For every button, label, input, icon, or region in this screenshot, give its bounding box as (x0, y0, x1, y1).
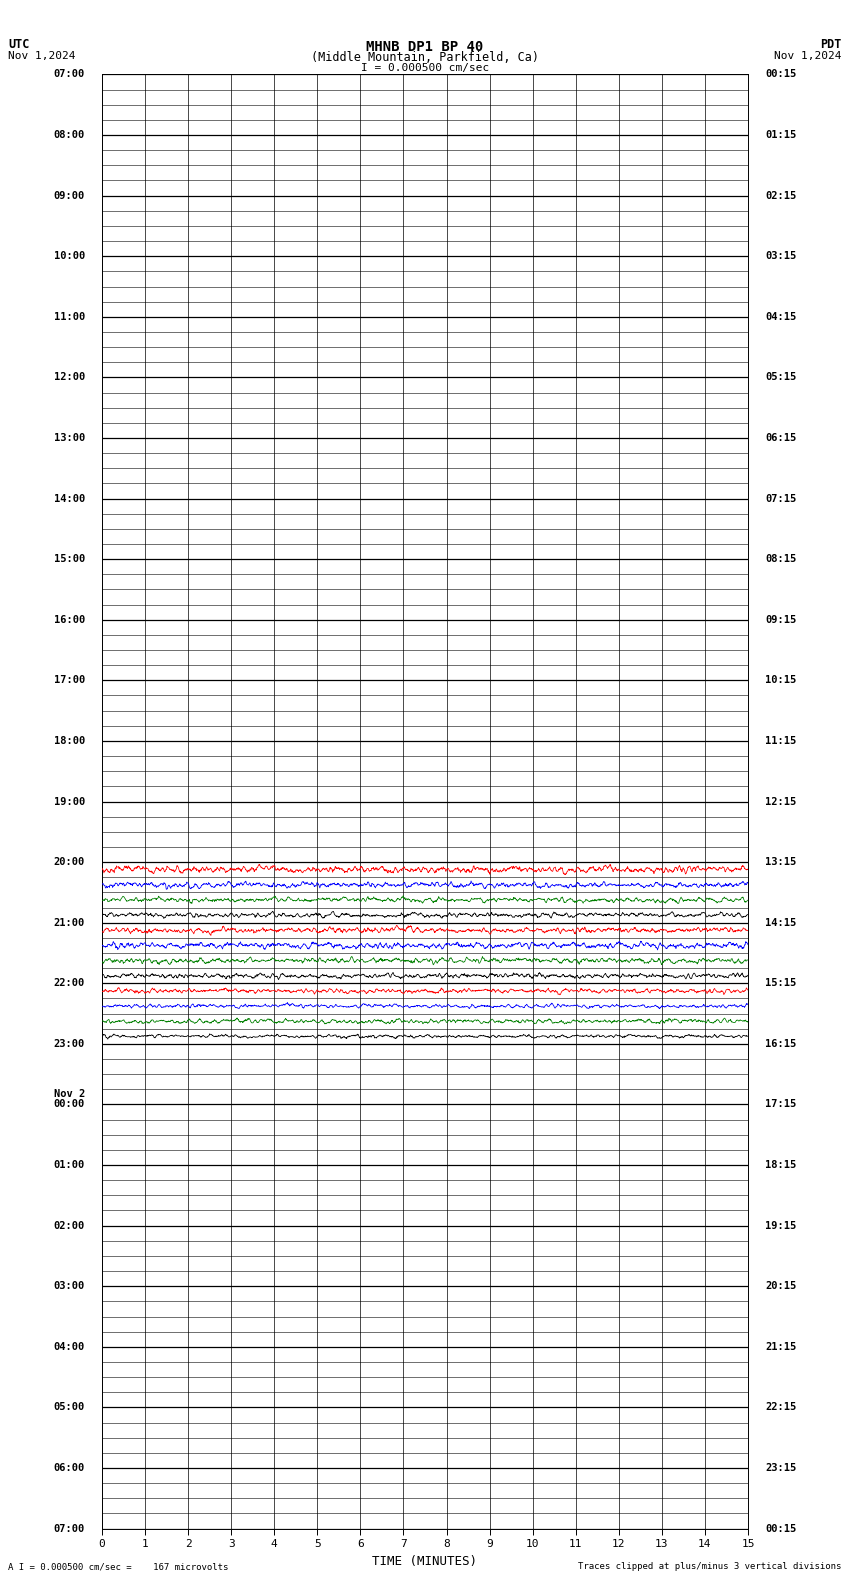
Text: 17:00: 17:00 (54, 675, 85, 686)
Text: 21:00: 21:00 (54, 917, 85, 928)
Text: 14:00: 14:00 (54, 494, 85, 504)
Text: 18:00: 18:00 (54, 737, 85, 746)
Text: Nov 1,2024: Nov 1,2024 (8, 51, 76, 60)
Text: MHNB DP1 BP 40: MHNB DP1 BP 40 (366, 40, 484, 54)
Text: 06:15: 06:15 (765, 432, 796, 444)
Text: 11:00: 11:00 (54, 312, 85, 322)
Text: 12:15: 12:15 (765, 797, 796, 806)
Text: 13:15: 13:15 (765, 857, 796, 866)
Text: 23:00: 23:00 (54, 1039, 85, 1049)
Text: 22:00: 22:00 (54, 979, 85, 988)
Text: 06:00: 06:00 (54, 1464, 85, 1473)
Text: 13:00: 13:00 (54, 432, 85, 444)
Text: 22:15: 22:15 (765, 1402, 796, 1413)
Text: Nov 1,2024: Nov 1,2024 (774, 51, 842, 60)
Text: 00:00: 00:00 (54, 1099, 85, 1109)
Text: PDT: PDT (820, 38, 842, 51)
Text: 18:15: 18:15 (765, 1159, 796, 1171)
Text: 21:15: 21:15 (765, 1342, 796, 1351)
Text: 19:00: 19:00 (54, 797, 85, 806)
Text: 09:15: 09:15 (765, 615, 796, 624)
Text: I = 0.000500 cm/sec: I = 0.000500 cm/sec (361, 63, 489, 73)
Text: 00:15: 00:15 (765, 1524, 796, 1533)
Text: 16:00: 16:00 (54, 615, 85, 624)
Text: 01:15: 01:15 (765, 130, 796, 139)
Text: 07:00: 07:00 (54, 70, 85, 79)
Text: 16:15: 16:15 (765, 1039, 796, 1049)
Text: 10:15: 10:15 (765, 675, 796, 686)
Text: 02:00: 02:00 (54, 1221, 85, 1231)
Text: 20:15: 20:15 (765, 1281, 796, 1291)
Text: 07:15: 07:15 (765, 494, 796, 504)
Text: 11:15: 11:15 (765, 737, 796, 746)
Text: 19:15: 19:15 (765, 1221, 796, 1231)
Text: 00:15: 00:15 (765, 70, 796, 79)
Text: 02:15: 02:15 (765, 190, 796, 201)
X-axis label: TIME (MINUTES): TIME (MINUTES) (372, 1554, 478, 1568)
Text: 23:15: 23:15 (765, 1464, 796, 1473)
Text: 04:15: 04:15 (765, 312, 796, 322)
Text: 03:15: 03:15 (765, 252, 796, 261)
Text: Traces clipped at plus/minus 3 vertical divisions: Traces clipped at plus/minus 3 vertical … (578, 1562, 842, 1571)
Text: 08:15: 08:15 (765, 554, 796, 564)
Text: 08:00: 08:00 (54, 130, 85, 139)
Text: 10:00: 10:00 (54, 252, 85, 261)
Text: 15:00: 15:00 (54, 554, 85, 564)
Text: (Middle Mountain, Parkfield, Ca): (Middle Mountain, Parkfield, Ca) (311, 51, 539, 65)
Text: A I = 0.000500 cm/sec =    167 microvolts: A I = 0.000500 cm/sec = 167 microvolts (8, 1562, 229, 1571)
Text: 20:00: 20:00 (54, 857, 85, 866)
Text: 01:00: 01:00 (54, 1159, 85, 1171)
Text: 04:00: 04:00 (54, 1342, 85, 1351)
Text: 07:00: 07:00 (54, 1524, 85, 1533)
Text: 12:00: 12:00 (54, 372, 85, 382)
Text: 14:15: 14:15 (765, 917, 796, 928)
Text: 03:00: 03:00 (54, 1281, 85, 1291)
Text: 17:15: 17:15 (765, 1099, 796, 1109)
Text: 09:00: 09:00 (54, 190, 85, 201)
Text: 05:00: 05:00 (54, 1402, 85, 1413)
Text: 15:15: 15:15 (765, 979, 796, 988)
Text: UTC: UTC (8, 38, 30, 51)
Text: 05:15: 05:15 (765, 372, 796, 382)
Text: Nov 2: Nov 2 (54, 1088, 85, 1099)
